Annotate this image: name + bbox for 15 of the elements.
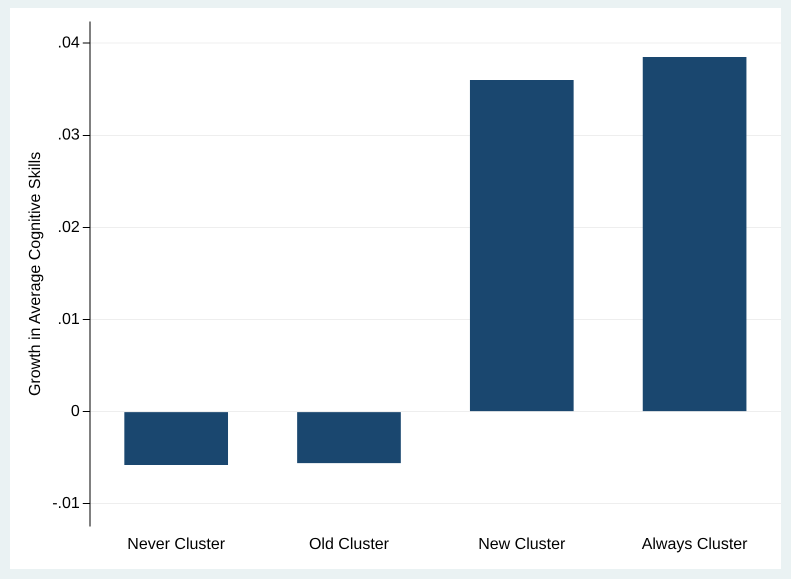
bar: [297, 412, 401, 464]
y-tick-label: .03: [58, 126, 80, 144]
y-tick-label: -.01: [52, 495, 80, 512]
y-tick-label: 0: [70, 403, 80, 420]
y-tick-label: .01: [58, 310, 80, 328]
bar: [470, 80, 574, 412]
x-tick-label: Always Cluster: [642, 536, 748, 553]
y-tick-label: .04: [58, 34, 80, 52]
y-axis-title: Growth in Average Cognitive Skills: [27, 152, 44, 396]
bar: [642, 57, 746, 412]
x-tick-label: Old Cluster: [308, 536, 390, 553]
y-tick-label: .02: [58, 218, 80, 236]
x-tick-label: New Cluster: [478, 536, 566, 553]
x-tick-label: Never Cluster: [127, 536, 226, 553]
bar: [124, 412, 228, 466]
